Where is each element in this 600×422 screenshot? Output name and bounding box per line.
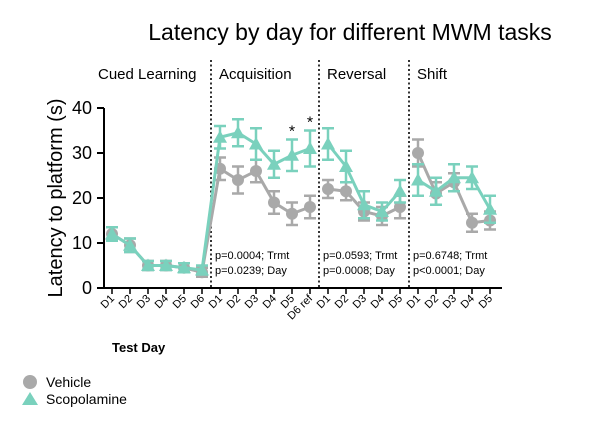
- series-scopolamine: [105, 118, 497, 276]
- data-point: [195, 263, 209, 276]
- data-point: [339, 159, 353, 172]
- phase-stat: p=0.0239; Day: [215, 265, 287, 277]
- legend: Vehicle Scopolamine: [22, 374, 127, 407]
- y-ticks: 0 10 20 30 40: [72, 98, 104, 298]
- series-line: [200, 137, 222, 271]
- data-point: [466, 216, 478, 229]
- data-point: [447, 170, 461, 184]
- significance-marks: **: [289, 115, 313, 141]
- data-point: [231, 125, 245, 139]
- x-tick-label: D5: [387, 293, 405, 311]
- x-tick-label: D6: [189, 293, 207, 311]
- data-point: [250, 165, 262, 177]
- phase-stat: p=0.6748; Trmt: [413, 250, 487, 262]
- phase-label: Reversal: [327, 66, 386, 83]
- phase-annotations: Cued Learning Acquisition p=0.0004; Trmt p=…: [98, 60, 487, 288]
- data-point: [340, 185, 352, 198]
- x-tick-label: D5: [477, 293, 495, 311]
- legend-item-vehicle: Vehicle: [23, 374, 91, 390]
- data-point: [123, 238, 137, 251]
- x-tick-label: D1: [315, 293, 333, 311]
- chart-title: Latency by day for different MWM tasks: [148, 19, 552, 45]
- phase-label: Cued Learning: [98, 66, 196, 83]
- x-tick-label: D3: [351, 293, 369, 311]
- x-tick-label: D2: [225, 293, 243, 311]
- x-tick-label: D5: [171, 293, 189, 311]
- data-point: [393, 184, 407, 197]
- data-point: [285, 148, 299, 161]
- data-point: [304, 201, 316, 213]
- y-axis-label: Latency to platform (s): [45, 99, 67, 298]
- data-point: [322, 183, 334, 195]
- x-tick-label: D4: [459, 293, 477, 311]
- x-axis-label: Test Day: [112, 340, 166, 355]
- x-tick-label: D3: [243, 293, 261, 311]
- data-point: [267, 157, 281, 170]
- data-point: [286, 207, 298, 220]
- x-tick-label: D4: [369, 293, 387, 311]
- data-point: [321, 137, 335, 150]
- data-point: [159, 258, 173, 271]
- y-tick-label: 20: [72, 188, 92, 208]
- data-point: [375, 204, 389, 217]
- data-point: [105, 227, 119, 240]
- data-point: [465, 170, 479, 184]
- series-line: [219, 167, 311, 216]
- phase-label: Acquisition: [219, 66, 292, 83]
- y-tick-label: 40: [72, 98, 92, 118]
- x-tick-label: D1: [207, 293, 225, 311]
- significance-mark: *: [289, 124, 295, 141]
- legend-scopolamine-label: Scopolamine: [46, 391, 127, 407]
- x-tick-label: D1: [405, 293, 423, 311]
- x-tick-label: D4: [153, 293, 171, 311]
- legend-item-scopolamine: Scopolamine: [22, 391, 127, 407]
- x-tick-label: D3: [441, 293, 459, 311]
- x-tick-label: D2: [333, 293, 351, 311]
- y-tick-label: 10: [72, 233, 92, 253]
- data-series: [105, 118, 497, 279]
- phase-stat: p=0.0004; Trmt: [215, 250, 289, 262]
- data-point: [268, 196, 280, 209]
- legend-vehicle-label: Vehicle: [46, 374, 91, 390]
- x-tick-label: D2: [423, 293, 441, 311]
- data-point: [232, 174, 244, 186]
- x-tick-label: D1: [99, 293, 117, 311]
- y-tick-label: 30: [72, 143, 92, 163]
- legend-scopolamine-marker: [22, 392, 38, 405]
- phase-stat: p=0.0008; Day: [323, 265, 395, 277]
- x-tick-label: D4: [261, 293, 279, 311]
- data-point: [213, 130, 227, 143]
- x-tick-label: D2: [117, 293, 135, 311]
- data-point: [412, 147, 424, 159]
- data-point: [249, 137, 263, 150]
- data-point: [394, 201, 406, 213]
- phase-stat: p=0.0593; Trmt: [323, 250, 397, 262]
- phase-label: Shift: [417, 66, 448, 83]
- legend-vehicle-marker: [23, 375, 37, 389]
- data-point: [411, 173, 425, 186]
- phase-stat: p<0.0001; Day: [413, 265, 485, 277]
- data-point: [357, 197, 371, 211]
- x-tick-label: D3: [135, 293, 153, 311]
- data-point: [177, 260, 191, 274]
- data-point: [303, 141, 317, 154]
- data-point: [483, 202, 497, 215]
- data-point: [141, 258, 155, 271]
- y-tick-label: 0: [82, 278, 92, 298]
- data-point: [429, 184, 443, 197]
- significance-mark: *: [307, 115, 313, 132]
